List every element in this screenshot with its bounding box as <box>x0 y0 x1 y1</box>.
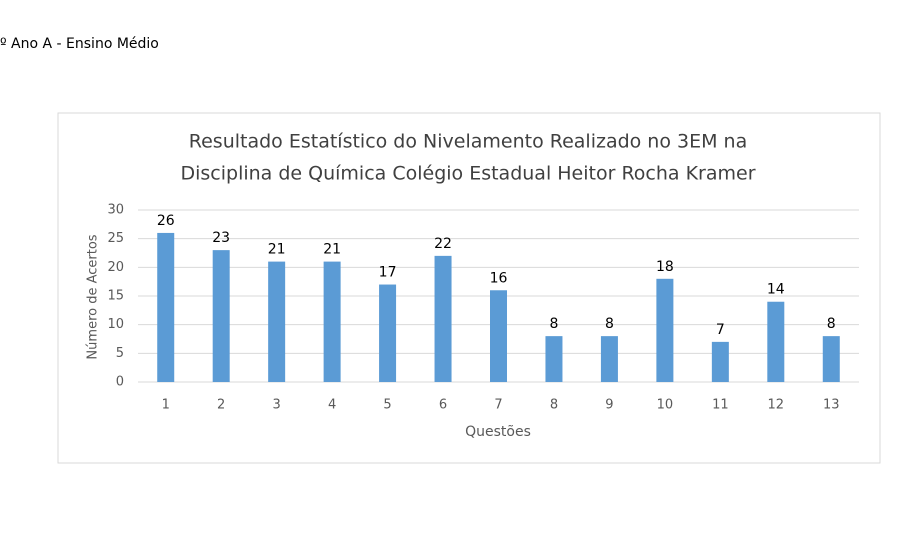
data-label: 8 <box>550 316 559 332</box>
bar <box>545 336 563 382</box>
x-tick-label: 6 <box>439 398 447 413</box>
bar <box>490 290 507 382</box>
x-tick-label: 11 <box>712 398 729 413</box>
data-label: 23 <box>212 230 230 246</box>
x-axis-label: Questões <box>465 424 531 440</box>
data-label: 21 <box>268 242 286 258</box>
y-tick-label: 20 <box>107 260 124 275</box>
x-tick-label: 12 <box>768 398 785 413</box>
data-label: 22 <box>434 236 452 252</box>
data-label: 21 <box>323 242 341 258</box>
bar <box>434 255 452 382</box>
data-label: 26 <box>157 213 175 229</box>
x-tick-label: 10 <box>657 398 674 413</box>
data-label: 8 <box>605 316 614 332</box>
y-tick-label: 15 <box>107 289 124 304</box>
x-tick-label: 13 <box>823 398 840 413</box>
chart-title: Disciplina de Química Colégio Estadual H… <box>180 163 755 185</box>
bar <box>323 261 341 382</box>
bar <box>212 250 230 382</box>
x-tick-label: 5 <box>383 398 391 413</box>
y-tick-label: 25 <box>107 231 124 246</box>
y-axis-label: Número de Acertos <box>86 234 101 359</box>
data-label: 14 <box>767 282 785 298</box>
y-tick-label: 5 <box>116 346 124 361</box>
bar <box>767 301 785 382</box>
x-tick-label: 9 <box>605 398 613 413</box>
data-label: 18 <box>656 259 674 275</box>
x-tick-label: 3 <box>273 398 281 413</box>
x-tick-label: 8 <box>550 398 558 413</box>
bar <box>822 336 840 382</box>
bar <box>268 261 286 382</box>
chart-frame <box>57 112 881 464</box>
bar <box>656 278 674 382</box>
x-tick-label: 4 <box>328 398 336 413</box>
header-text: º Ano A - Ensino Médio <box>0 36 159 52</box>
data-label: 17 <box>379 265 397 281</box>
chart-title: Resultado Estatístico do Nivelamento Rea… <box>189 131 747 153</box>
y-tick-label: 10 <box>107 317 124 332</box>
bar <box>711 341 729 382</box>
y-tick-label: 30 <box>107 203 124 218</box>
data-label: 7 <box>716 322 725 338</box>
bar <box>379 284 397 382</box>
data-label: 8 <box>827 316 836 332</box>
x-tick-label: 1 <box>162 398 170 413</box>
bar <box>600 336 618 382</box>
x-tick-label: 2 <box>217 398 225 413</box>
bar <box>157 232 175 382</box>
data-label: 16 <box>490 270 508 286</box>
x-tick-label: 7 <box>494 398 502 413</box>
y-tick-label: 0 <box>116 375 124 390</box>
